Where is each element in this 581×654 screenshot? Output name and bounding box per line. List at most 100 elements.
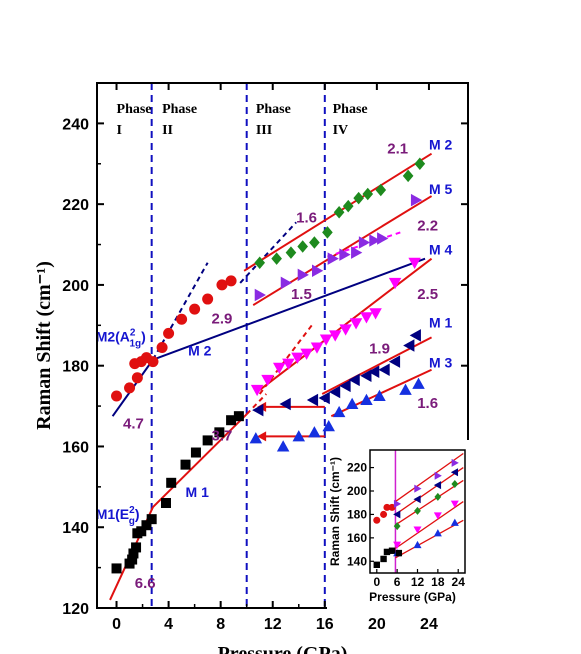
data-point <box>388 277 402 290</box>
data-point <box>410 193 423 207</box>
data-point <box>252 403 264 417</box>
data-point <box>250 384 264 397</box>
data-point <box>176 313 188 325</box>
phase-label: Phase <box>256 102 291 117</box>
mode-label: M 2 <box>188 343 212 359</box>
slope-label: 4.7 <box>123 415 144 432</box>
data-point <box>180 459 191 470</box>
data-point <box>249 432 263 444</box>
shift-arrow-head <box>257 431 267 442</box>
symmetry-label-sub: 1g <box>129 338 141 349</box>
y-tick-label: 120 <box>62 601 89 618</box>
data-point <box>328 330 342 342</box>
slope-label: 2.2 <box>417 217 438 234</box>
data-point <box>128 548 139 559</box>
data-point <box>127 554 138 565</box>
y-tick-label: 160 <box>62 439 89 456</box>
y-tick-label: 180 <box>62 359 89 376</box>
inset-y-tick-label: 160 <box>347 531 367 545</box>
data-point <box>403 339 415 352</box>
mode-label: M 2 <box>429 137 453 153</box>
inset-x-tick-label: 12 <box>411 575 425 589</box>
inset-data-point <box>393 510 401 519</box>
data-point <box>351 246 363 259</box>
inset-x-tick-label: 0 <box>373 575 380 589</box>
inset-x-tick-label: 18 <box>431 575 445 589</box>
data-point <box>216 279 228 291</box>
data-point <box>339 248 351 261</box>
x-tick-label: 16 <box>316 616 334 633</box>
symmetry-label-sup: 2 <box>130 327 136 338</box>
data-point <box>131 542 142 553</box>
fit-line <box>259 257 433 391</box>
data-point <box>369 234 381 247</box>
inset-data-point <box>433 529 442 537</box>
inset-y-tick-label: 180 <box>347 507 367 521</box>
data-point <box>360 393 373 406</box>
inset-fit-line <box>395 479 464 526</box>
inset-data-point <box>433 481 442 490</box>
fit-line <box>239 221 297 284</box>
symmetry-label-main: M2(A <box>96 328 130 344</box>
y-axis-label: Raman Shift (cm⁻¹) <box>33 261 55 430</box>
data-point <box>339 379 351 393</box>
phase-numeral: II <box>162 123 173 138</box>
data-point <box>333 205 345 219</box>
data-point <box>345 397 359 410</box>
mode-label: M 5 <box>429 181 453 197</box>
x-tick-label: 4 <box>164 616 173 633</box>
data-point <box>279 397 291 411</box>
data-point <box>189 303 201 315</box>
data-point <box>369 308 382 320</box>
inset-x-tick-label: 24 <box>452 575 466 589</box>
inset-data-point <box>450 518 459 526</box>
data-point <box>276 440 290 452</box>
mode-label: M 3 <box>429 355 453 371</box>
data-point <box>147 356 159 368</box>
data-point <box>282 358 295 370</box>
data-points <box>111 157 426 574</box>
slope-label: 1.6 <box>417 395 438 412</box>
annotations: M 2M 5M 4M 1M 3M 2M 1M2(A2 1g)M1(E2 g)2.11… <box>96 137 453 592</box>
phase-boundaries: Phase I Phase II Phase III Phase IV <box>117 83 368 608</box>
fit-line <box>245 393 267 415</box>
data-point <box>322 226 333 239</box>
data-point <box>163 327 175 339</box>
inset-y-tick-label: 140 <box>347 554 367 568</box>
data-point <box>300 348 313 360</box>
inset-data-point <box>388 547 396 554</box>
data-point <box>190 447 201 458</box>
data-point <box>306 393 319 407</box>
mode-label: M 1 <box>429 314 453 330</box>
slope-label: 2.9 <box>212 310 233 327</box>
slope-label: 2.1 <box>387 141 408 158</box>
inset-data-point <box>414 506 421 515</box>
data-point <box>310 342 324 354</box>
inset-data-point <box>380 555 387 563</box>
inset-data-point <box>450 468 459 477</box>
inset-data-point <box>434 471 442 480</box>
x-tick-label: 0 <box>112 616 121 633</box>
data-point <box>328 385 341 399</box>
inset-data-point <box>413 526 422 534</box>
data-point <box>297 240 308 253</box>
symmetry-label: M2(A2 1g) <box>96 327 146 349</box>
data-point <box>233 411 244 422</box>
inset-y-tick-label: 220 <box>347 461 367 475</box>
symmetry-label: M1(E2 g) <box>96 505 140 527</box>
data-point <box>402 169 414 183</box>
data-point <box>373 389 386 401</box>
inset-data-point <box>450 500 459 508</box>
data-point <box>311 264 324 278</box>
slope-label: 1.5 <box>291 286 312 303</box>
inset-y-axis-label: Raman Shift (cm⁻¹) <box>328 457 342 566</box>
data-point <box>214 427 225 438</box>
data-point <box>399 383 412 395</box>
slope-label: 1.9 <box>369 341 390 358</box>
y-tick-label: 220 <box>62 197 89 214</box>
slope-label: 2.5 <box>417 286 438 303</box>
data-point <box>378 363 390 376</box>
slope-label: 6.6 <box>135 575 156 592</box>
